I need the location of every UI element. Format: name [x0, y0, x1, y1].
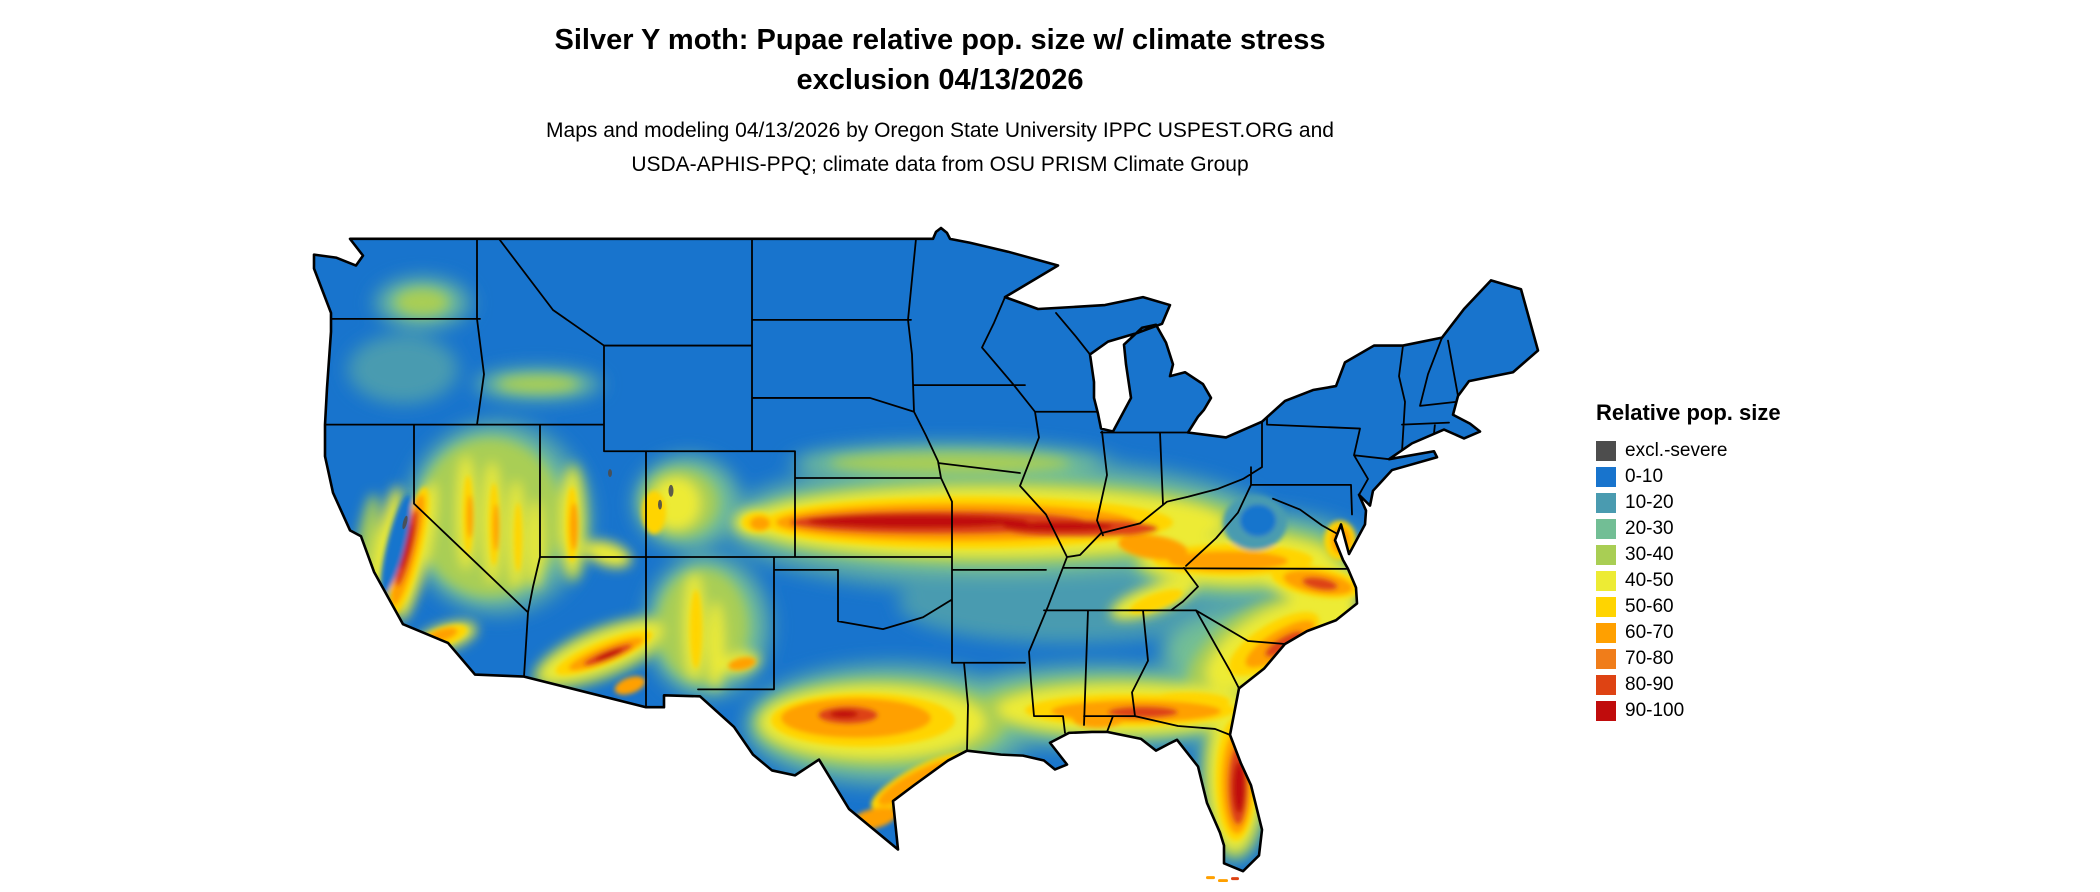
state-borders — [324, 237, 1459, 752]
legend-label: 80-90 — [1625, 674, 1674, 695]
legend: Relative pop. size excl.-severe 0-10 10-… — [1596, 400, 1781, 724]
legend-row: excl.-severe — [1596, 438, 1781, 464]
legend-row: 80-90 — [1596, 672, 1781, 698]
page-subtitle-line2: USDA-APHIS-PPQ; climate data from OSU PR… — [631, 153, 1249, 176]
legend-row: 20-30 — [1596, 516, 1781, 542]
legend-label: 60-70 — [1625, 622, 1674, 643]
legend-color-swatch — [1596, 597, 1616, 617]
page-subtitle-line1: Maps and modeling 04/13/2026 by Oregon S… — [546, 119, 1334, 142]
legend-label: 40-50 — [1625, 570, 1674, 591]
legend-label: 30-40 — [1625, 544, 1674, 565]
legend-label: 70-80 — [1625, 648, 1674, 669]
legend-color-swatch — [1596, 701, 1616, 721]
legend-label: 50-60 — [1625, 596, 1674, 617]
legend-row: 30-40 — [1596, 542, 1781, 568]
legend-row: 60-70 — [1596, 620, 1781, 646]
legend-label: 0-10 — [1625, 466, 1664, 487]
page-subtitle: Maps and modeling 04/13/2026 by Oregon S… — [240, 114, 1640, 182]
legend-row: 90-100 — [1596, 698, 1781, 724]
legend-items: excl.-severe 0-10 10-20 20-30 30-40 — [1596, 438, 1781, 724]
page-title: Silver Y moth: Pupae relative pop. size … — [240, 20, 1640, 100]
population-heat-layers — [348, 275, 1378, 864]
legend-color-swatch — [1596, 649, 1616, 669]
legend-label: excl.-severe — [1625, 440, 1728, 461]
legend-title: Relative pop. size — [1596, 400, 1781, 425]
legend-color-swatch — [1596, 545, 1616, 565]
legend-color-swatch — [1596, 519, 1616, 539]
legend-label: 90-100 — [1625, 700, 1685, 721]
legend-row: 40-50 — [1596, 568, 1781, 594]
excluded-severe-specks — [402, 469, 674, 530]
legend-color-swatch — [1596, 571, 1616, 591]
legend-label: 20-30 — [1625, 518, 1674, 539]
legend-label: 10-20 — [1625, 492, 1674, 513]
legend-color-swatch — [1596, 623, 1616, 643]
legend-row: 10-20 — [1596, 490, 1781, 516]
legend-row: 0-10 — [1596, 464, 1781, 490]
us-population-map — [308, 226, 1548, 890]
legend-color-swatch — [1596, 467, 1616, 487]
us-map-svg — [312, 226, 1540, 883]
florida-keys — [1206, 876, 1239, 883]
legend-row: 50-60 — [1596, 594, 1781, 620]
legend-color-swatch — [1596, 493, 1616, 513]
legend-row: 70-80 — [1596, 646, 1781, 672]
title-block: Silver Y moth: Pupae relative pop. size … — [240, 20, 1640, 182]
legend-color-swatch — [1596, 441, 1616, 461]
page-title-line1: Silver Y moth: Pupae relative pop. size … — [554, 24, 1326, 56]
legend-color-swatch — [1596, 675, 1616, 695]
page-title-line2: exclusion 04/13/2026 — [796, 64, 1084, 96]
